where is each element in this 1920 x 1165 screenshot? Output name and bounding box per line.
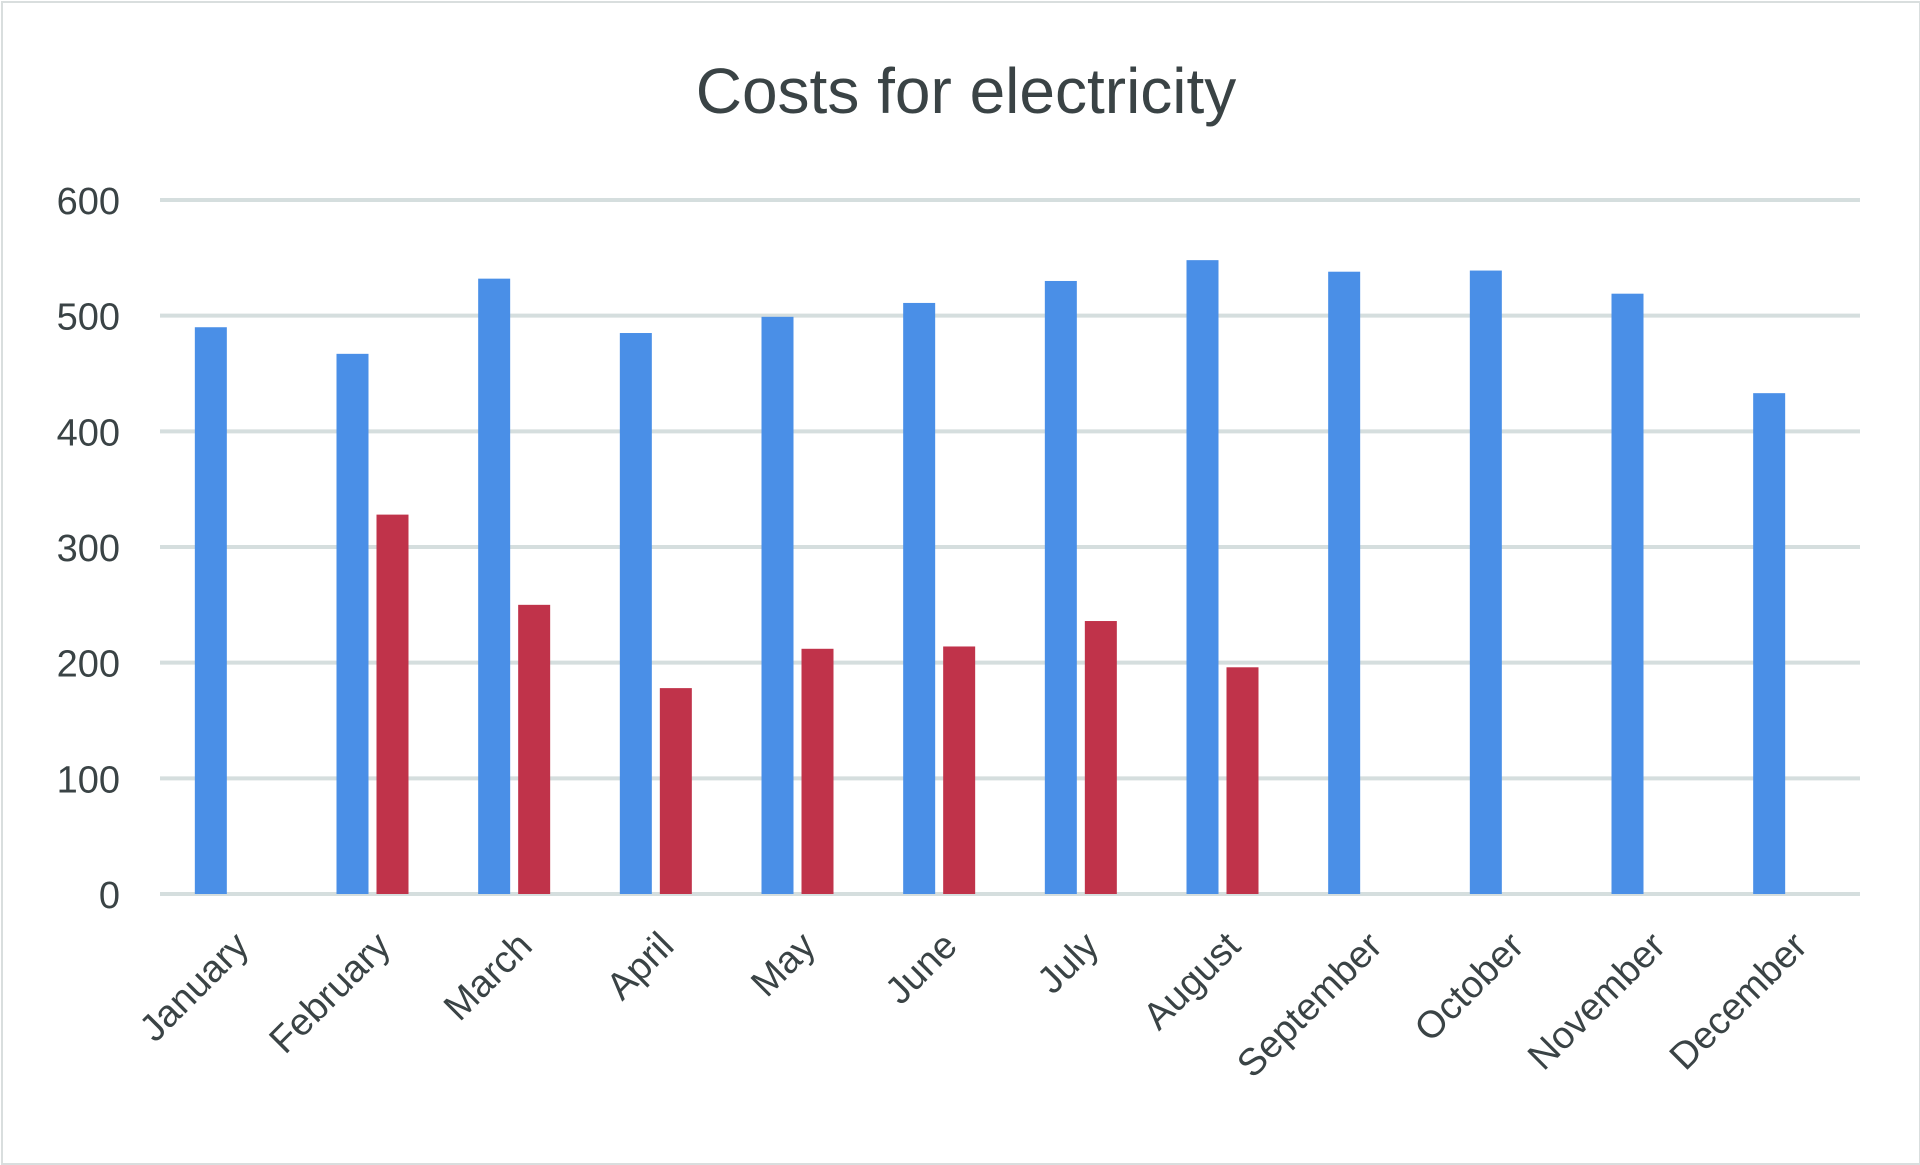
y-tick-label: 400 [57, 412, 120, 454]
y-axis-ticks: 0 100 200 300 400 500 600 [57, 181, 120, 917]
y-tick-label: 200 [57, 644, 120, 686]
y-tick-label: 100 [57, 759, 120, 801]
bar-series2-march [518, 604, 551, 894]
bar-series2-july [1084, 621, 1117, 894]
x-tick-label-april: April [599, 925, 682, 1008]
bar-series1-july [1044, 280, 1077, 894]
bar-series1-november [1611, 293, 1644, 894]
bar-series1-september [1328, 271, 1361, 894]
bar-series1-april [619, 333, 652, 894]
x-tick-label-august: August [1136, 924, 1250, 1038]
chart-title: Costs for electricity [696, 55, 1237, 127]
bar-series1-june [903, 302, 936, 894]
x-tick-label-september: September [1229, 924, 1390, 1085]
bar-series2-february [376, 514, 409, 894]
x-tick-label-may: May [743, 925, 823, 1005]
x-tick-label-november: November [1520, 924, 1674, 1078]
x-axis-labels: January February March April May June July Augu… [132, 924, 1816, 1085]
bar-series2-june [943, 646, 976, 894]
bar-series2-april [659, 688, 692, 894]
x-tick-label-october: October [1407, 924, 1533, 1050]
y-tick-label: 300 [57, 528, 120, 570]
x-tick-label-january: January [132, 925, 257, 1050]
gridlines [160, 198, 1860, 896]
x-tick-label-june: June [878, 925, 966, 1013]
bars [194, 260, 1786, 895]
bar-series1-january [194, 327, 227, 894]
x-tick-label-february: February [262, 925, 399, 1062]
x-tick-label-july: July [1030, 925, 1107, 1002]
bar-series2-august [1226, 667, 1259, 894]
y-tick-label: 0 [99, 875, 120, 917]
bar-series1-december [1753, 393, 1786, 894]
y-tick-label: 500 [57, 297, 120, 339]
bar-series1-may [761, 316, 794, 894]
bar-series1-february [336, 353, 369, 894]
bar-series2-may [801, 648, 834, 894]
bar-series1-august [1186, 260, 1219, 894]
x-tick-label-december: December [1662, 924, 1816, 1078]
bar-series1-march [478, 278, 511, 894]
bar-series1-october [1469, 270, 1502, 895]
x-tick-label-march: March [436, 925, 540, 1029]
y-tick-label: 600 [57, 181, 120, 223]
